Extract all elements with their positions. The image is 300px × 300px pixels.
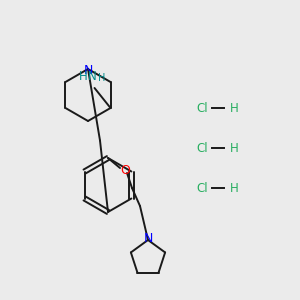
Text: N: N <box>143 232 153 244</box>
Text: N: N <box>83 64 93 76</box>
Text: N: N <box>88 70 97 83</box>
Text: Cl: Cl <box>196 142 208 154</box>
Text: H: H <box>230 182 239 194</box>
Text: O: O <box>120 164 130 176</box>
Text: H: H <box>98 73 105 83</box>
Text: H: H <box>79 70 88 83</box>
Text: Cl: Cl <box>196 182 208 194</box>
Text: H: H <box>230 101 239 115</box>
Text: Cl: Cl <box>196 101 208 115</box>
Text: H: H <box>230 142 239 154</box>
